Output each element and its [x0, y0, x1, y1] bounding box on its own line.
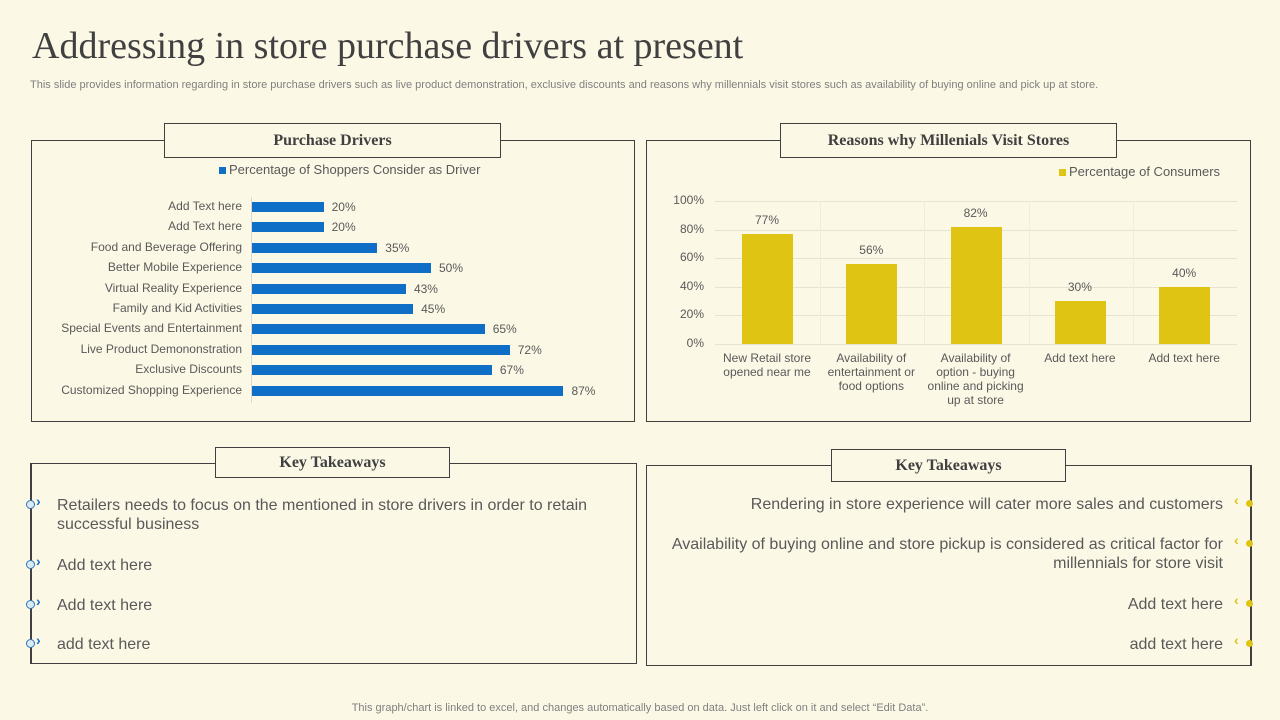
legend-swatch	[1059, 169, 1066, 176]
legend-label: Percentage of Shoppers Consider as Drive…	[229, 162, 481, 177]
data-label: 40%	[1172, 265, 1197, 280]
takeaway-item: add text here	[57, 636, 151, 653]
takeaway-item: Add text here	[1127, 596, 1223, 613]
legend-swatch	[219, 167, 226, 174]
bar[interactable]	[950, 226, 1002, 344]
bullet-dot-icon	[1246, 500, 1253, 507]
bullet-circle-icon	[26, 500, 35, 509]
gridline	[924, 201, 925, 344]
purchase-drivers-legend: Percentage of Shoppers Consider as Drive…	[219, 162, 480, 177]
bar[interactable]	[252, 283, 406, 294]
gridline	[819, 201, 821, 344]
data-label: 50%	[439, 261, 464, 276]
category-label: Add Text here	[168, 199, 242, 213]
data-label: 20%	[331, 200, 356, 214]
takeaway-item: Add text here	[57, 597, 153, 614]
takeaway-item: add text here	[1129, 636, 1223, 653]
gridline	[1028, 201, 1030, 344]
category-label: Add text here	[1044, 351, 1116, 365]
chevron-left-icon: ‹	[1234, 532, 1239, 548]
category-label: Food and Beverage Offering	[90, 239, 242, 254]
takeaway-item: Add text here	[57, 557, 153, 574]
category-label: Availability of entertainment or food op…	[827, 351, 915, 393]
legend-label: Percentage of Consumers	[1069, 164, 1221, 179]
chevron-right-icon: ›	[36, 632, 41, 648]
category-label: Special Events and Entertainment	[61, 321, 242, 336]
bar[interactable]	[252, 222, 324, 233]
data-label: 56%	[859, 242, 884, 257]
category-label: New Retail store opened near me	[722, 351, 812, 379]
millennials-legend: Percentage of Consumers	[1059, 164, 1220, 179]
y-tick-label: 60%	[679, 250, 704, 265]
page-subtitle: This slide provides information regardin…	[30, 79, 1099, 91]
category-label: Family and Kid Activities	[112, 301, 242, 315]
takeaway-item: Availability of buying online and store …	[671, 536, 1223, 572]
y-tick-label: 40%	[679, 278, 704, 293]
bar[interactable]	[252, 242, 378, 253]
y-tick-label: 0%	[686, 336, 704, 350]
bar[interactable]	[846, 263, 898, 344]
y-tick-label: 80%	[679, 221, 704, 236]
category-label: Virtual Reality Experience	[104, 280, 242, 295]
bullet-circle-icon	[26, 560, 35, 569]
gridline	[1133, 201, 1134, 344]
category-label: Better Mobile Experience	[107, 260, 242, 275]
takeaway-item: Retailers needs to focus on the mentione…	[57, 497, 588, 533]
bar[interactable]	[252, 385, 564, 396]
bullet-dot-icon	[1246, 640, 1253, 647]
bar[interactable]	[1159, 286, 1211, 344]
millennials-title: Reasons why Millenials Visit Stores	[780, 123, 1117, 158]
bar[interactable]	[742, 233, 793, 344]
chevron-right-icon: ›	[36, 553, 41, 569]
bar[interactable]	[252, 344, 510, 355]
data-label: 65%	[492, 322, 517, 337]
data-label: 20%	[331, 220, 356, 235]
footer-note: This graph/chart is linked to excel, and…	[351, 702, 929, 714]
chevron-right-icon: ›	[36, 593, 41, 609]
y-tick-label: 100%	[673, 193, 704, 207]
bullet-circle-icon	[26, 639, 35, 648]
data-label: 45%	[421, 302, 446, 316]
data-label: 35%	[385, 240, 410, 255]
bar[interactable]	[252, 324, 485, 335]
axis-line	[251, 197, 252, 403]
gridline	[715, 201, 1237, 202]
data-label: 87%	[571, 383, 596, 398]
data-label: 67%	[499, 363, 524, 378]
data-label: 43%	[413, 281, 438, 296]
bullet-dot-icon	[1246, 600, 1253, 607]
data-label: 72%	[517, 342, 542, 357]
chevron-right-icon: ›	[36, 493, 41, 509]
bar[interactable]	[1054, 301, 1106, 344]
gridline	[715, 344, 1237, 345]
data-label: 30%	[1067, 280, 1092, 295]
bullet-circle-icon	[26, 600, 35, 609]
data-label: 77%	[754, 212, 780, 227]
bullet-dot-icon	[1246, 540, 1253, 547]
category-label: Customized Shopping Experience	[61, 382, 242, 397]
right-takeaways-title: Key Takeaways	[831, 449, 1066, 482]
chevron-left-icon: ‹	[1234, 632, 1239, 648]
category-label: Availability of option - buying online a…	[927, 351, 1024, 407]
chevron-left-icon: ‹	[1234, 592, 1239, 608]
bar[interactable]	[252, 304, 414, 314]
page-title: Addressing in store purchase drivers at …	[32, 25, 744, 67]
bar[interactable]	[252, 263, 431, 274]
bar[interactable]	[252, 202, 324, 212]
left-takeaways-title: Key Takeaways	[215, 447, 450, 478]
purchase-drivers-title: Purchase Drivers	[164, 123, 501, 158]
category-label: Add Text here	[168, 219, 242, 234]
data-label: 82%	[963, 205, 988, 220]
category-label: Add text here	[1148, 351, 1220, 365]
category-label: Exclusive Discounts	[135, 362, 242, 377]
y-tick-label: 20%	[679, 307, 704, 322]
takeaway-item: Rendering in store experience will cater…	[750, 496, 1223, 513]
chevron-left-icon: ‹	[1234, 492, 1239, 508]
category-label: Live Product Demononstration	[80, 341, 242, 356]
bar[interactable]	[252, 365, 492, 376]
